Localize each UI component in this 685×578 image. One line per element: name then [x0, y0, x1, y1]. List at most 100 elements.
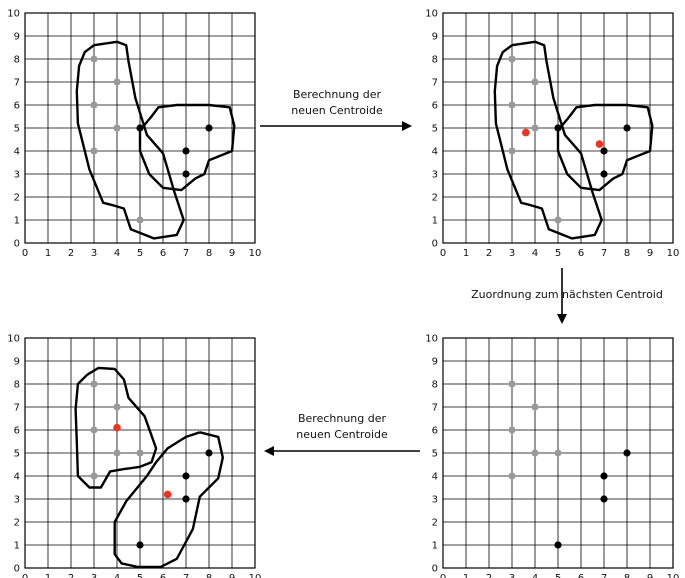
data-point-black	[182, 170, 190, 178]
x-tick-label: 9	[647, 248, 653, 259]
y-tick-label: 1	[432, 541, 438, 552]
x-tick-label: 0	[440, 248, 446, 259]
arrow-bottom: Berechnung der neuen Centroide	[264, 412, 420, 456]
centroid-point	[595, 140, 604, 148]
arrow-top: Berechnung der neuen Centroide	[260, 88, 412, 131]
data-point-gray	[531, 449, 539, 457]
data-point-gray	[90, 472, 98, 480]
y-tick-label: 8	[432, 55, 438, 66]
arrow-bottom-label-line1: Berechnung der	[298, 412, 387, 425]
y-tick-label: 4	[432, 472, 438, 483]
y-tick-label: 4	[14, 472, 20, 483]
data-point-gray	[531, 124, 539, 132]
y-tick-label: 8	[14, 55, 20, 66]
y-tick-label: 7	[432, 78, 438, 89]
y-tick-label: 2	[14, 193, 20, 204]
y-tick-label: 0	[432, 564, 438, 575]
y-tick-label: 0	[432, 239, 438, 250]
data-point-gray	[508, 472, 516, 480]
y-tick-label: 1	[14, 541, 20, 552]
y-tick-label: 8	[14, 380, 20, 391]
x-tick-label: 3	[509, 248, 515, 259]
arrow-top-label-line1: Berechnung der	[293, 88, 382, 101]
data-point-gray	[508, 426, 516, 434]
centroid-point	[522, 128, 530, 137]
data-point-gray	[90, 426, 98, 434]
x-tick-label: 2	[486, 573, 492, 578]
data-point-gray	[554, 449, 562, 457]
x-tick-label: 10	[667, 248, 680, 259]
arrow-top-label-line2: neuen Centroide	[291, 104, 383, 117]
x-tick-label: 6	[578, 248, 584, 259]
x-tick-label: 8	[624, 573, 630, 578]
y-tick-label: 2	[432, 518, 438, 529]
data-point-gray	[531, 78, 539, 86]
data-point-black	[600, 170, 608, 178]
x-tick-label: 9	[229, 573, 235, 578]
y-tick-label: 9	[432, 357, 438, 368]
x-tick-label: 9	[647, 573, 653, 578]
x-tick-label: 3	[509, 573, 515, 578]
cluster-outline	[75, 40, 185, 240]
data-point-gray	[90, 55, 98, 63]
y-tick-label: 1	[14, 216, 20, 227]
data-point-gray	[113, 403, 121, 411]
y-tick-label: 3	[432, 495, 438, 506]
x-tick-label: 9	[229, 248, 235, 259]
y-tick-label: 5	[432, 449, 438, 460]
cluster-outline	[113, 431, 225, 569]
centroid-point	[113, 423, 121, 432]
x-tick-label: 4	[114, 248, 120, 259]
plot-bottom-left: 00 1 1 2 2 3 3 4 4 5 5 6 6 7 7 8 8 9 9 10 10	[7, 334, 261, 578]
y-tick-label: 0	[14, 564, 20, 575]
y-tick-label: 7	[432, 403, 438, 414]
data-point-gray	[508, 147, 516, 155]
data-point-black	[136, 124, 144, 132]
x-tick-label: 4	[532, 248, 538, 259]
x-tick-label: 1	[45, 573, 51, 578]
data-point-black	[182, 147, 190, 155]
x-tick-label: 5	[137, 573, 143, 578]
cluster-outline	[493, 40, 603, 240]
data-point-gray	[508, 380, 516, 388]
y-tick-label: 5	[14, 124, 20, 135]
y-tick-label: 6	[14, 426, 20, 437]
x-tick-label: 1	[463, 573, 469, 578]
x-tick-label: 4	[114, 573, 120, 578]
y-tick-label: 10	[7, 334, 20, 345]
x-tick-label: 1	[45, 248, 51, 259]
y-tick-label: 1	[432, 216, 438, 227]
x-tick-label: 8	[624, 248, 630, 259]
y-tick-label: 3	[14, 170, 20, 181]
y-tick-label: 6	[432, 426, 438, 437]
data-point-gray	[554, 216, 562, 224]
arrow-right: Zuordnung zum nächsten Centroid	[471, 268, 663, 324]
data-point-gray	[90, 380, 98, 388]
y-tick-label: 6	[432, 101, 438, 112]
data-point-gray	[90, 101, 98, 109]
x-tick-label: 8	[206, 573, 212, 578]
x-tick-label: 3	[91, 248, 97, 259]
x-tick-label: 10	[667, 573, 680, 578]
cluster-outline	[138, 103, 236, 192]
x-tick-label: 2	[486, 248, 492, 259]
x-tick-label: 0	[22, 573, 28, 578]
plot-top-right: 00 1 1 2 2 3 3 4 4 5 5 6 6 7 7 8 8 9 9 10 10	[425, 9, 679, 260]
y-tick-label: 7	[14, 78, 20, 89]
y-tick-label: 9	[14, 32, 20, 43]
x-tick-label: 4	[532, 573, 538, 578]
data-point-black	[554, 541, 562, 549]
y-tick-label: 4	[14, 147, 20, 158]
y-tick-label: 6	[14, 101, 20, 112]
plot-frame	[442, 337, 674, 569]
y-tick-label: 3	[14, 495, 20, 506]
y-tick-label: 7	[14, 403, 20, 414]
y-tick-label: 3	[432, 170, 438, 181]
data-point-gray	[113, 449, 121, 457]
x-tick-label: 3	[91, 573, 97, 578]
x-tick-label: 7	[183, 248, 189, 259]
x-tick-label: 10	[249, 248, 262, 259]
y-tick-label: 5	[432, 124, 438, 135]
x-tick-label: 6	[160, 573, 166, 578]
